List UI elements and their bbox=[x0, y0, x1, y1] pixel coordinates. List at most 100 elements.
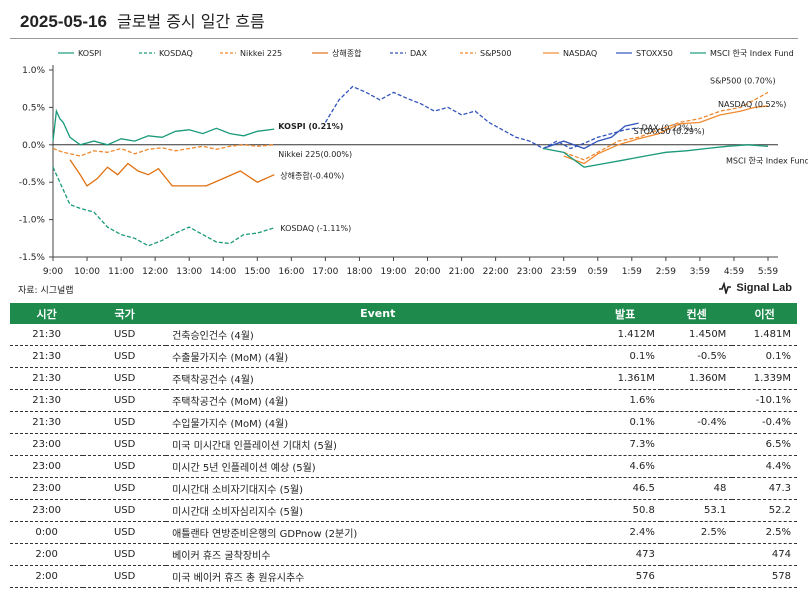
cell-actual: 473 bbox=[589, 543, 661, 566]
x-tick-label: 13:00 bbox=[176, 267, 202, 277]
cell-actual: 1.6% bbox=[589, 389, 661, 412]
series-end-label: S&P500 (0.70%) bbox=[710, 76, 776, 85]
cell-consensus: 48 bbox=[660, 477, 733, 500]
x-tick-label: 11:00 bbox=[108, 267, 134, 277]
cell-consensus bbox=[660, 433, 733, 456]
x-tick-label: 12:00 bbox=[142, 267, 168, 277]
legend-label: NASDAQ bbox=[563, 49, 597, 58]
cell-country: USD bbox=[83, 324, 167, 346]
legend-label: KOSPI bbox=[78, 49, 101, 58]
cell-country: USD bbox=[83, 345, 167, 368]
cell-consensus bbox=[660, 565, 733, 588]
cell-country: USD bbox=[83, 411, 167, 434]
cell-time: 21:30 bbox=[10, 411, 84, 434]
col-consensus: 컨센 bbox=[660, 303, 733, 324]
series-line bbox=[69, 159, 275, 187]
cell-time: 23:00 bbox=[10, 477, 84, 500]
cell-event: 주택착공건수 (MoM) (4월) bbox=[166, 389, 590, 412]
cell-consensus bbox=[660, 455, 733, 478]
cell-country: USD bbox=[83, 565, 167, 588]
cell-consensus bbox=[660, 389, 733, 412]
y-tick-label: 0.0% bbox=[22, 141, 45, 151]
table-row: 21:30 USD 주택착공건수 (4월) 1.361M 1.360M 1.339M bbox=[10, 367, 797, 390]
x-tick-label: 19:00 bbox=[381, 267, 407, 277]
table-row: 2:00 USD 미국 베이커 휴즈 총 원유시추수 576 578 bbox=[10, 565, 797, 588]
x-tick-label: 9:00 bbox=[43, 267, 63, 277]
series-line bbox=[324, 85, 639, 150]
legend-label: STOXX50 bbox=[636, 49, 673, 58]
cell-previous: -0.4% bbox=[732, 411, 797, 434]
series-line bbox=[563, 105, 769, 165]
cell-actual: 1.361M bbox=[589, 367, 661, 390]
cell-previous: 6.5% bbox=[732, 433, 797, 456]
cell-country: USD bbox=[83, 477, 167, 500]
series-line bbox=[52, 144, 275, 157]
cell-country: USD bbox=[83, 433, 167, 456]
cell-time: 21:30 bbox=[10, 389, 84, 412]
series-end-label: KOSDAQ (-1.11%) bbox=[280, 224, 351, 233]
series-end-label: 상해종합(-0.40%) bbox=[280, 171, 344, 181]
title-divider bbox=[10, 38, 798, 39]
x-tick-label: 23:59 bbox=[551, 267, 577, 277]
cell-actual: 46.5 bbox=[589, 477, 661, 500]
cell-event: 미시간 5년 인플레이션 예상 (5월) bbox=[166, 455, 590, 478]
series-line bbox=[52, 166, 275, 247]
cell-consensus: -0.5% bbox=[660, 345, 733, 368]
col-previous: 이전 bbox=[732, 303, 797, 324]
cell-actual: 0.1% bbox=[589, 345, 661, 368]
cell-previous: 474 bbox=[732, 543, 797, 566]
col-event: Event bbox=[166, 303, 590, 324]
x-tick-label: 22:00 bbox=[483, 267, 509, 277]
market-line-chart: 1.0% 0.5% 0.0% -0.5% -1.0% -1.5% 9:00 10:00 11:0… bbox=[19, 48, 808, 277]
report-date: 2025-05-16 bbox=[20, 12, 107, 31]
series-end-label: NASDAQ (0.52%) bbox=[718, 100, 786, 109]
x-tick-label: 16:00 bbox=[278, 267, 304, 277]
cell-country: USD bbox=[83, 499, 167, 522]
cell-previous: 0.1% bbox=[732, 345, 797, 368]
series-line bbox=[52, 108, 275, 146]
cell-event: 주택착공건수 (4월) bbox=[166, 367, 590, 390]
col-actual: 발표 bbox=[589, 303, 661, 324]
page-title: 2025-05-16 글로벌 증시 일간 흐름 bbox=[20, 8, 265, 32]
cell-consensus: 53.1 bbox=[660, 499, 733, 522]
cell-actual: 4.6% bbox=[589, 455, 661, 478]
y-tick-label: -1.0% bbox=[19, 216, 46, 226]
cell-actual: 2.4% bbox=[589, 521, 661, 544]
signal-icon bbox=[719, 282, 732, 294]
cell-country: USD bbox=[83, 367, 167, 390]
cell-previous: -10.1% bbox=[732, 389, 797, 412]
report-title: 글로벌 증시 일간 흐름 bbox=[116, 12, 265, 31]
cell-previous: 4.4% bbox=[732, 455, 797, 478]
cell-time: 23:00 bbox=[10, 433, 84, 456]
series-end-label: MSCI 한국 Index Fund (-0.02%) bbox=[726, 156, 808, 165]
x-tick-label: 1:59 bbox=[622, 267, 642, 277]
table-row: 2:00 USD 베이커 휴즈 굴착장비수 473 474 bbox=[10, 543, 797, 566]
series-end-label: KOSPI (0.21%) bbox=[278, 122, 343, 131]
x-tick-label: 14:00 bbox=[210, 267, 236, 277]
cell-consensus: 1.450M bbox=[660, 324, 733, 346]
cell-actual: 50.8 bbox=[589, 499, 661, 522]
cell-actual: 0.1% bbox=[589, 411, 661, 434]
brand-label: Signal Lab bbox=[736, 282, 792, 294]
x-tick-label: 21:00 bbox=[449, 267, 475, 277]
table-row: 23:00 USD 미시간대 소비자심리지수 (5월) 50.8 53.1 52.2 bbox=[10, 499, 797, 522]
cell-event: 베이커 휴즈 굴착장비수 bbox=[166, 543, 590, 566]
cell-event: 수출물가지수 (MoM) (4월) bbox=[166, 345, 590, 368]
series-line bbox=[543, 122, 639, 150]
series-line bbox=[543, 144, 769, 168]
table-row: 23:00 USD 미시간 5년 인플레이션 예상 (5월) 4.6% 4.4% bbox=[10, 455, 797, 478]
cell-time: 21:30 bbox=[10, 367, 84, 390]
cell-country: USD bbox=[83, 521, 167, 544]
x-tick-label: 20:00 bbox=[415, 267, 441, 277]
cell-previous: 1.339M bbox=[732, 367, 797, 390]
x-tick-label: 2:59 bbox=[656, 267, 676, 277]
legend-label: S&P500 bbox=[480, 49, 511, 58]
cell-country: USD bbox=[83, 455, 167, 478]
y-tick-label: 1.0% bbox=[22, 66, 45, 76]
cell-time: 2:00 bbox=[10, 543, 84, 566]
legend-label: KOSDAQ bbox=[159, 49, 193, 58]
x-tick-label: 18:00 bbox=[346, 267, 372, 277]
cell-previous: 578 bbox=[732, 565, 797, 588]
legend-label: MSCI 한국 Index Fund bbox=[710, 49, 794, 58]
y-tick-label: 0.5% bbox=[22, 103, 45, 113]
